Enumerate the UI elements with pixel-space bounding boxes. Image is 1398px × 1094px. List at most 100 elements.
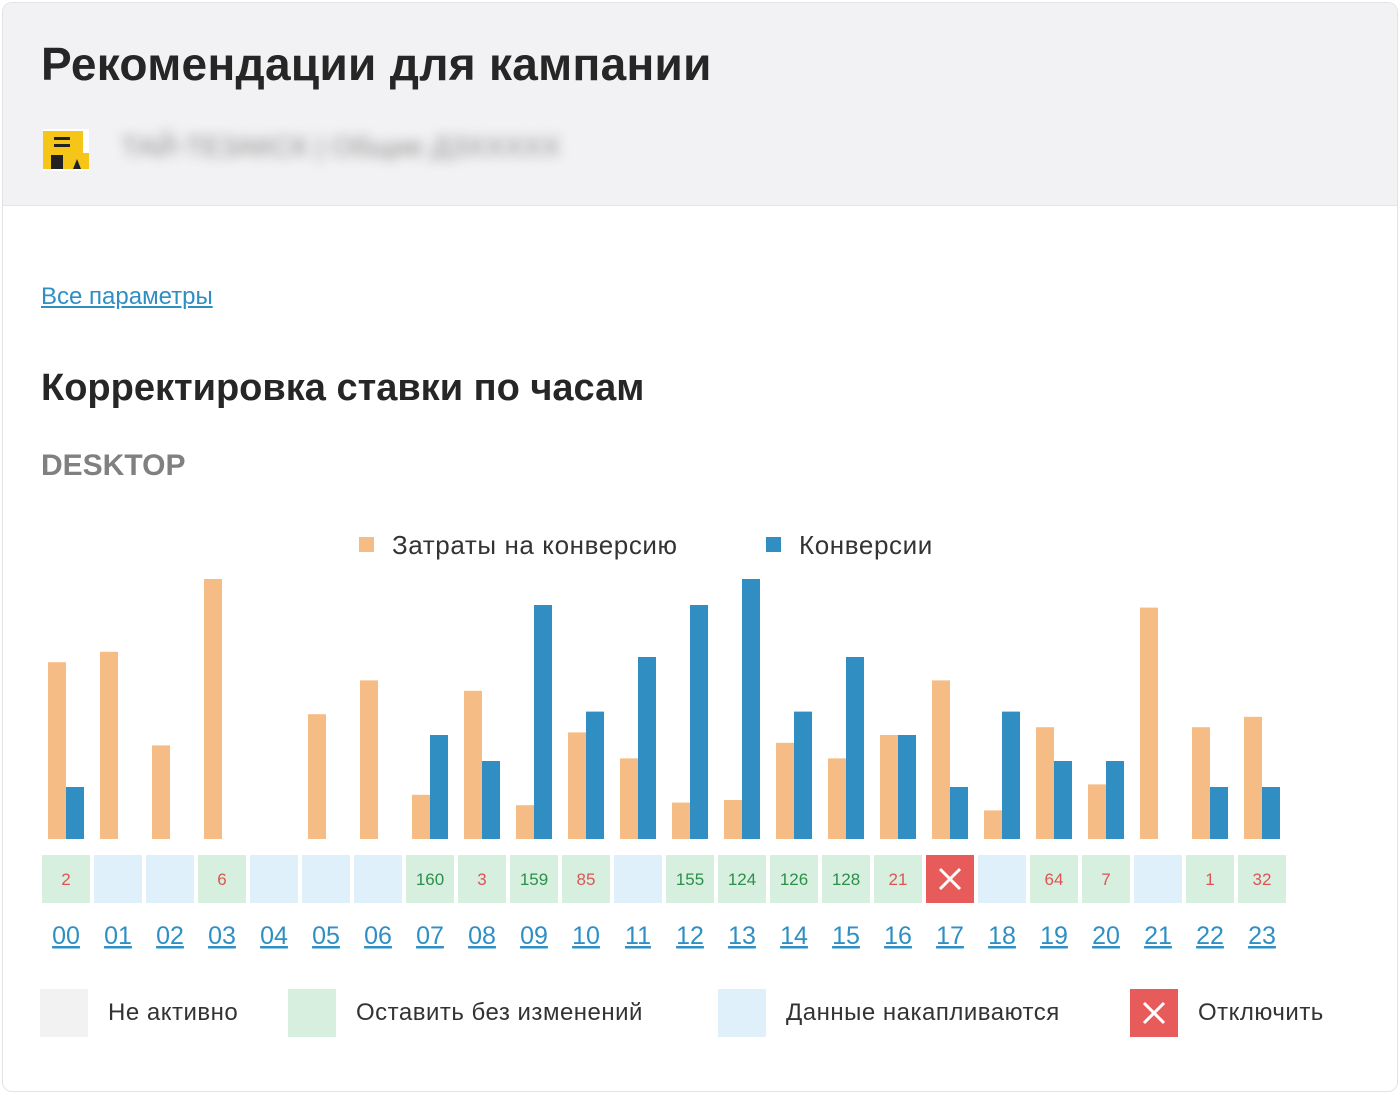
status-cell-08[interactable] — [458, 855, 506, 903]
status-cell-19[interactable] — [1030, 855, 1078, 903]
conversion-bar-11 — [638, 657, 656, 839]
status-cell-07[interactable] — [406, 855, 454, 903]
hour-link-09[interactable]: 09 — [520, 922, 548, 950]
hour-link-20[interactable]: 20 — [1092, 922, 1120, 950]
close-icon — [1142, 1001, 1166, 1025]
all-params-link[interactable]: Все параметры — [41, 283, 213, 310]
hour-link-12[interactable]: 12 — [676, 922, 704, 950]
chart-bars — [48, 579, 1280, 839]
status-legend-red: Отключить — [1130, 989, 1324, 1037]
status-cell-00[interactable] — [42, 855, 90, 903]
conversion-bar-07 — [430, 735, 448, 839]
status-cell-11[interactable] — [614, 855, 662, 903]
cell-value-19: 64 — [1045, 870, 1064, 889]
cost-bar-20 — [1088, 784, 1106, 839]
status-cell-21[interactable] — [1134, 855, 1182, 903]
cost-bar-03 — [204, 579, 222, 839]
status-cell-05[interactable] — [302, 855, 350, 903]
cost-bar-08 — [464, 690, 482, 839]
hour-link-02[interactable]: 02 — [156, 922, 184, 950]
status-cell-16[interactable] — [874, 855, 922, 903]
conversion-bar-09 — [534, 605, 552, 839]
hour-link-04[interactable]: 04 — [260, 922, 288, 950]
cost-bar-16 — [880, 735, 898, 839]
conversion-bar-22 — [1210, 787, 1228, 839]
status-cell-15[interactable] — [822, 855, 870, 903]
cost-bar-09 — [516, 805, 534, 839]
status-legend-label: Не активно — [108, 999, 239, 1026]
hourly-bid-chart: Затраты на конверсию Конверсии 2 6 160 3 159 8… — [42, 530, 1286, 950]
cost-bar-14 — [776, 742, 794, 839]
hour-link-03[interactable]: 03 — [208, 922, 236, 950]
cost-bar-10 — [568, 732, 586, 839]
status-legend-label: Отключить — [1198, 999, 1324, 1026]
cell-value-22: 1 — [1205, 870, 1214, 889]
status-cell-13[interactable] — [718, 855, 766, 903]
status-cell-18[interactable] — [978, 855, 1026, 903]
conversion-bar-16 — [898, 735, 916, 839]
hour-link-15[interactable]: 15 — [832, 922, 860, 950]
status-cell-23[interactable] — [1238, 855, 1286, 903]
page-header: Рекомендации для кампании ТАЙ-ТЕЗАКСК | … — [3, 3, 1397, 206]
status-cell-03[interactable] — [198, 855, 246, 903]
hour-link-21[interactable]: 21 — [1144, 922, 1172, 950]
cost-bar-00 — [48, 662, 66, 839]
status-cell-01[interactable] — [94, 855, 142, 903]
hour-link-11[interactable]: 11 — [625, 922, 651, 950]
cell-value-07: 160 — [416, 870, 444, 889]
status-legend-label: Оставить без изменений — [356, 999, 643, 1026]
hour-link-18[interactable]: 18 — [988, 922, 1016, 950]
conversion-bar-10 — [586, 711, 604, 839]
cost-bar-19 — [1036, 727, 1054, 839]
close-icon — [938, 867, 962, 891]
cell-value-16: 21 — [889, 870, 908, 889]
hour-link-05[interactable]: 05 — [312, 922, 340, 950]
cell-value-23: 32 — [1253, 870, 1272, 889]
cost-bar-05 — [308, 714, 326, 839]
hour-link-06[interactable]: 06 — [364, 922, 392, 950]
hour-link-07[interactable]: 07 — [416, 922, 444, 950]
status-cell-14[interactable] — [770, 855, 818, 903]
hour-link-00[interactable]: 00 — [52, 922, 80, 950]
hour-link-01[interactable]: 01 — [104, 922, 132, 950]
cell-value-12: 155 — [676, 870, 704, 889]
status-swatch-green — [288, 989, 336, 1037]
status-legend-green: Оставить без изменений — [288, 989, 643, 1037]
status-cell-02[interactable] — [146, 855, 194, 903]
status-cell-20[interactable] — [1082, 855, 1130, 903]
status-legend-gray: Не активно — [40, 989, 238, 1037]
conversion-bar-23 — [1262, 787, 1280, 839]
account-name: ТАЙ-ТЕЗАКСК | Общие ДЗХХХХХ — [121, 131, 561, 162]
hour-ticks: 00 01 02 03 04 05 06 07 08 09 10 11 12 13 14 15 16 17 18 19… — [52, 922, 1276, 950]
hour-link-19[interactable]: 19 — [1040, 922, 1068, 950]
hour-link-22[interactable]: 22 — [1196, 922, 1224, 950]
hour-link-14[interactable]: 14 — [780, 922, 808, 950]
hour-link-13[interactable]: 13 — [728, 922, 756, 950]
hour-link-10[interactable]: 10 — [572, 922, 600, 950]
cost-bar-11 — [620, 758, 638, 839]
status-swatch-blue — [718, 989, 766, 1037]
hour-link-23[interactable]: 23 — [1248, 922, 1276, 950]
hour-link-16[interactable]: 16 — [884, 922, 912, 950]
conversion-bar-00 — [66, 787, 84, 839]
status-cell-22[interactable] — [1186, 855, 1234, 903]
status-cell-10[interactable] — [562, 855, 610, 903]
hour-link-08[interactable]: 08 — [468, 922, 496, 950]
status-cell-12[interactable] — [666, 855, 714, 903]
status-cell-04[interactable] — [250, 855, 298, 903]
cost-bar-06 — [360, 680, 378, 839]
hour-link-17[interactable]: 17 — [936, 922, 964, 950]
cell-value-20: 7 — [1101, 870, 1110, 889]
conversion-bar-08 — [482, 761, 500, 839]
cost-bar-18 — [984, 810, 1002, 839]
cost-bar-22 — [1192, 727, 1210, 839]
campaign-logo-icon — [43, 129, 89, 171]
conversion-bar-17 — [950, 787, 968, 839]
chart-legend: Затраты на конверсию Конверсии — [359, 530, 932, 560]
status-swatch-red — [1130, 989, 1178, 1037]
legend-label-0: Затраты на конверсию — [392, 530, 678, 560]
status-cell-06[interactable] — [354, 855, 402, 903]
section-title: Корректировка ставки по часам — [41, 367, 645, 409]
status-cell-09[interactable] — [510, 855, 558, 903]
